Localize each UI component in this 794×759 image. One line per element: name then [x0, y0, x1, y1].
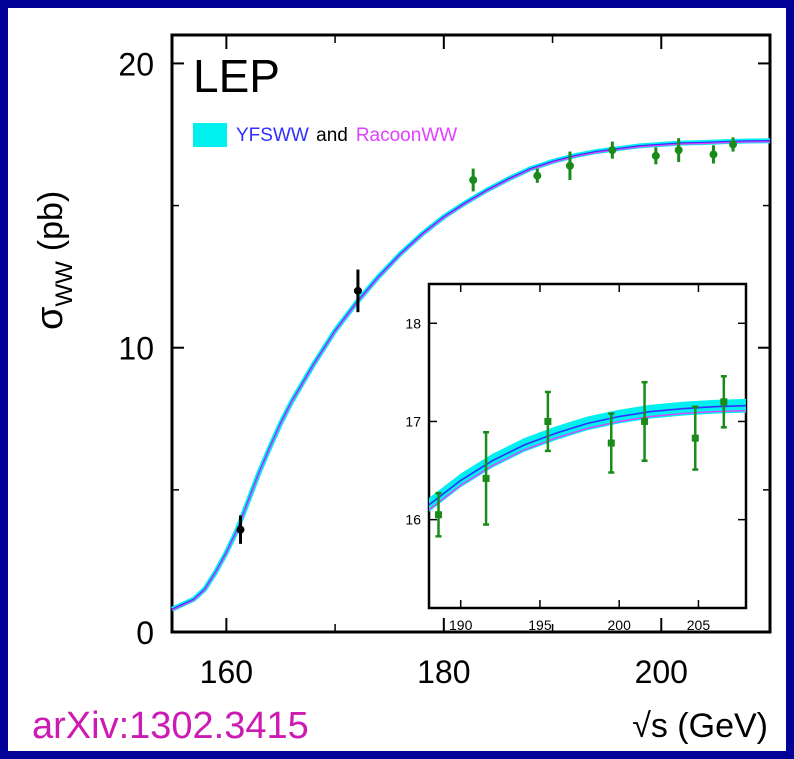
inset-y-tick-label-2: 18: [405, 315, 421, 331]
x-tick-label-0: 160: [200, 654, 253, 690]
inset-data-points: [435, 375, 728, 538]
x-tick-label-1: 180: [417, 654, 470, 690]
main-data-point-2: [469, 175, 478, 184]
legend-entry-yfsww: YFSWW: [236, 125, 309, 146]
legend-text: YFSWW and RacoonWW: [236, 125, 457, 146]
main-data-point-3: [533, 171, 542, 180]
inset-y-tick-label-0: 16: [405, 512, 421, 528]
main-data-point-8: [709, 150, 718, 159]
x-axis-label: √s (GeV): [632, 707, 768, 745]
main-ticks: 0 10 20 160 180 200: [118, 35, 770, 690]
inset-x-tick-label-1: 195: [528, 617, 552, 633]
inset-data-point-5: [691, 434, 699, 442]
y-tick-label-1: 10: [118, 331, 154, 367]
inset-y-tick-label-1: 17: [405, 413, 421, 429]
citation-text: arXiv:1302.3415: [32, 705, 309, 747]
inset-plot-frame: [427, 282, 748, 610]
inset-data-point-2: [544, 417, 552, 425]
inset-ticks: 16 17 18 190 195 200 205: [405, 284, 746, 633]
inset-data-point-4: [641, 417, 649, 425]
inset-data-point-3: [607, 439, 615, 447]
inset-yfsww-line: [428, 404, 747, 506]
main-data-point-5: [608, 146, 617, 155]
inset-x-tick-label-0: 190: [449, 617, 473, 633]
main-data-point-7: [674, 146, 683, 155]
inset-racoonww-line: [428, 410, 747, 511]
main-data-point-0: [236, 525, 245, 534]
inset-x-tick-label-3: 205: [687, 617, 711, 633]
main-data-point-6: [651, 151, 660, 160]
legend-swatch-band: [193, 123, 227, 147]
inset-band: [429, 398, 746, 512]
inset-data-point-0: [435, 511, 443, 519]
inset-data-point-1: [482, 474, 490, 482]
chart-title: LEP: [193, 50, 280, 102]
main-data-points: [236, 137, 738, 544]
inset-theory-curve: [428, 398, 747, 512]
legend-entry-and: and: [316, 125, 348, 146]
legend-entry-racoonww: RacoonWW: [356, 125, 457, 146]
y-axis-label: σWW(pb): [29, 191, 78, 330]
main-data-point-9: [729, 140, 738, 149]
main-data-point-4: [565, 161, 574, 170]
main-data-point-1: [353, 286, 362, 295]
inset-data-point-6: [720, 398, 728, 406]
x-tick-label-2: 200: [635, 654, 688, 690]
y-tick-label-2: 20: [118, 46, 154, 82]
y-tick-label-0: 0: [136, 615, 154, 651]
inset-x-tick-label-2: 200: [608, 617, 632, 633]
